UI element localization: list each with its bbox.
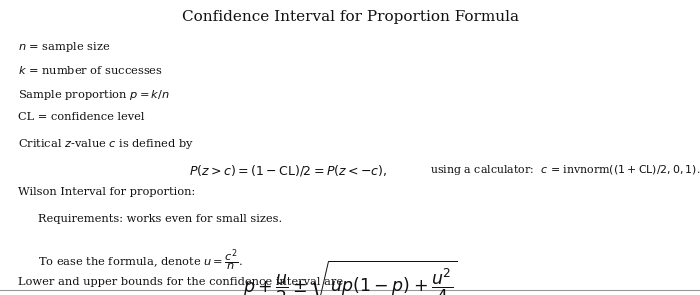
Text: Critical $z$-value $c$ is defined by: Critical $z$-value $c$ is defined by xyxy=(18,137,194,150)
Text: $k$ = number of successes: $k$ = number of successes xyxy=(18,64,162,76)
Text: $P(z > c) = (1 - \mathrm{CL})/2 = P(z < -c),$: $P(z > c) = (1 - \mathrm{CL})/2 = P(z < … xyxy=(189,163,388,178)
Text: CL = confidence level: CL = confidence level xyxy=(18,112,144,122)
Text: Wilson Interval for proportion:: Wilson Interval for proportion: xyxy=(18,187,195,197)
Text: $n$ = sample size: $n$ = sample size xyxy=(18,40,110,54)
Text: using a calculator:  $c$ = invnorm$((1 + \mathrm{CL})/2, 0, 1)$.: using a calculator: $c$ = invnorm$((1 + … xyxy=(430,163,700,177)
Text: $\dfrac{p + \dfrac{u}{2} \pm \sqrt{up(1-p) + \dfrac{u^2}{4}}}{1 + u}$: $\dfrac{p + \dfrac{u}{2} \pm \sqrt{up(1-… xyxy=(243,258,457,295)
Text: To ease the formula, denote $u = \dfrac{c^2}{n}$.: To ease the formula, denote $u = \dfrac{… xyxy=(38,248,243,274)
Text: Requirements: works even for small sizes.: Requirements: works even for small sizes… xyxy=(38,214,283,224)
Text: Sample proportion $p = k/n$: Sample proportion $p = k/n$ xyxy=(18,88,169,102)
Text: Lower and upper bounds for the confidence interval are: Lower and upper bounds for the confidenc… xyxy=(18,277,342,287)
Text: Confidence Interval for Proportion Formula: Confidence Interval for Proportion Formu… xyxy=(181,10,519,24)
